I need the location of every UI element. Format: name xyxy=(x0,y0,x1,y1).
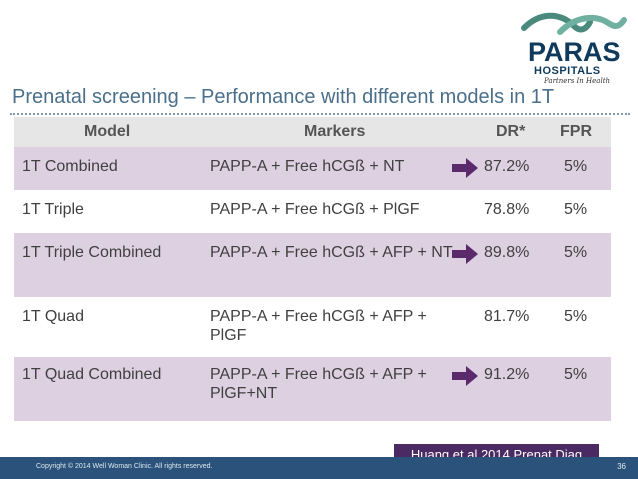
cell-markers: PAPP-A + Free hCGß + AFP + PlGF xyxy=(210,308,427,344)
table-row: 1T Quad Combined PAPP-A + Free hCGß + AF… xyxy=(14,357,611,421)
paras-swoosh-logo xyxy=(521,12,627,35)
performance-table: Model Markers DR* FPR 1T Combined PAPP-A… xyxy=(14,117,611,421)
logo-brand: PARAS xyxy=(528,37,621,67)
cell-dr: 89.8% xyxy=(484,244,530,261)
title-divider xyxy=(10,113,630,115)
cell-markers: PAPP-A + Free hCGß + PlGF xyxy=(210,201,420,218)
table-row: 1T Quad PAPP-A + Free hCGß + AFP + PlGF … xyxy=(14,297,611,357)
cell-model: 1T Quad xyxy=(22,308,84,325)
cell-fpr: 5% xyxy=(564,366,588,383)
paras-hospitals-logo: PARAS HOSPITALS Partners In Health xyxy=(520,8,630,86)
cell-fpr: 5% xyxy=(564,158,588,175)
right-arrow-icon xyxy=(452,244,478,264)
page-number: 36 xyxy=(617,462,626,471)
logo-subtitle: HOSPITALS xyxy=(534,65,601,77)
table-row: 1T Triple Combined PAPP-A + Free hCGß + … xyxy=(14,233,611,297)
cell-model: 1T Triple Combined xyxy=(22,244,162,261)
header-dr: DR* xyxy=(496,123,526,140)
copyright-text: Copyright © 2014 Well Woman Clinic. All … xyxy=(36,463,213,470)
cell-fpr: 5% xyxy=(564,308,588,325)
table-header: Model Markers DR* FPR xyxy=(14,117,611,147)
header-model: Model xyxy=(84,123,131,140)
cell-model: 1T Combined xyxy=(22,158,118,175)
cell-fpr: 5% xyxy=(564,244,588,261)
logo-tagline: Partners In Health xyxy=(544,77,611,85)
header-fpr: FPR xyxy=(560,123,592,140)
table-row: 1T Combined PAPP-A + Free hCGß + NT 87.2… xyxy=(14,147,611,190)
slide-footer: Copyright © 2014 Well Woman Clinic. All … xyxy=(0,457,638,479)
cell-fpr: 5% xyxy=(564,201,588,218)
cell-markers: PAPP-A + Free hCGß + NT xyxy=(210,158,405,175)
right-arrow-icon xyxy=(452,366,478,386)
cell-dr: 91.2% xyxy=(484,366,530,383)
cell-model: 1T Quad Combined xyxy=(22,366,162,383)
cell-dr: 87.2% xyxy=(484,158,530,175)
cell-dr: 81.7% xyxy=(484,308,530,325)
slide-title: Prenatal screening – Performance with di… xyxy=(12,86,555,108)
cell-markers: PAPP-A + Free hCGß + AFP + PlGF+NT xyxy=(210,366,427,402)
cell-model: 1T Triple xyxy=(22,201,84,218)
header-markers: Markers xyxy=(304,123,366,140)
cell-dr: 78.8% xyxy=(484,201,530,218)
table-row: 1T Triple PAPP-A + Free hCGß + PlGF 78.8… xyxy=(14,190,611,233)
right-arrow-icon xyxy=(452,158,478,178)
cell-markers: PAPP-A + Free hCGß + AFP + NT xyxy=(210,244,453,261)
